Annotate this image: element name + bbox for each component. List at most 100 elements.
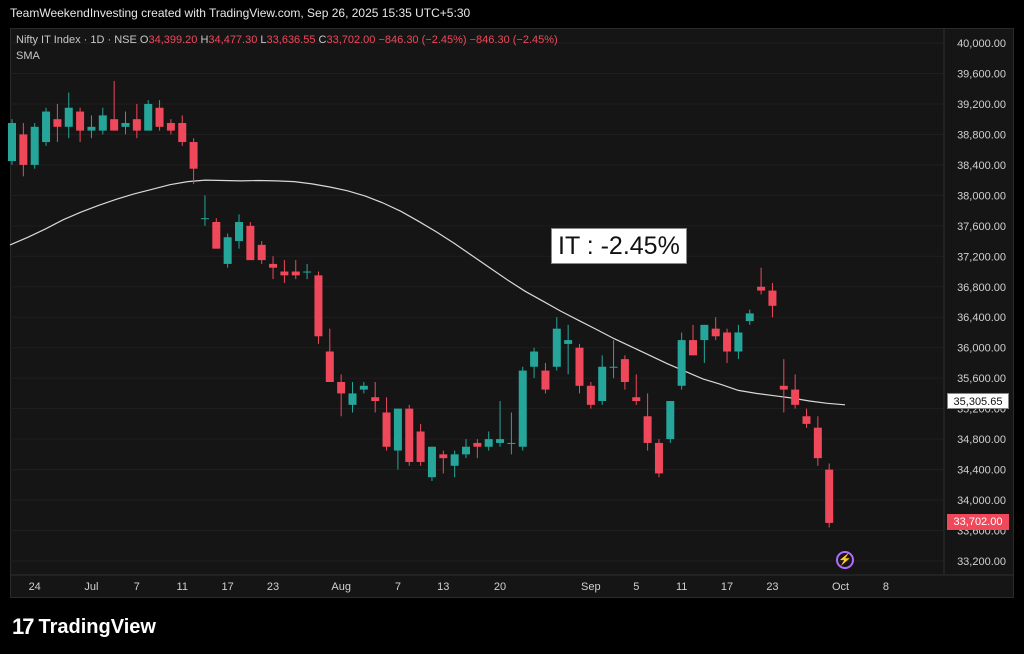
candle-body bbox=[768, 290, 777, 306]
candle-body bbox=[303, 271, 312, 273]
candle-body bbox=[121, 122, 130, 127]
candle-down bbox=[166, 119, 175, 135]
candle-body bbox=[518, 370, 527, 447]
candle-body bbox=[19, 134, 28, 165]
legend-open: 34,399.20 bbox=[148, 34, 198, 46]
candle-down bbox=[439, 450, 448, 474]
candle-body bbox=[620, 359, 629, 382]
candle-up bbox=[484, 431, 493, 451]
candle-body bbox=[348, 393, 357, 405]
candle-body bbox=[507, 442, 516, 444]
candle-up bbox=[359, 381, 368, 394]
x-tick-label: 5 bbox=[633, 581, 639, 593]
y-tick-label: 39,200.00 bbox=[957, 99, 1006, 111]
sma-indicator-label[interactable]: SMA bbox=[16, 50, 40, 62]
y-tick-label: 40,000.00 bbox=[957, 38, 1006, 50]
candle-body bbox=[189, 142, 198, 169]
candle-down bbox=[473, 439, 482, 459]
candle-body bbox=[393, 408, 402, 451]
y-tick-label: 34,800.00 bbox=[957, 434, 1006, 446]
chart-legend: Nifty IT Index · 1D · NSE O34,399.20 H34… bbox=[16, 34, 558, 46]
candle-down bbox=[620, 355, 629, 390]
candle-body bbox=[439, 454, 448, 459]
candle-body bbox=[654, 442, 663, 474]
x-tick-label: 23 bbox=[267, 581, 279, 593]
candle-up bbox=[64, 92, 73, 139]
candle-up bbox=[200, 195, 209, 226]
candle-body bbox=[813, 427, 822, 459]
candle-down bbox=[711, 317, 720, 341]
legend-change-repeat: −846.30 (−2.45%) bbox=[469, 34, 558, 46]
candle-body bbox=[30, 126, 39, 165]
tradingview-mark-icon: 17 bbox=[12, 614, 35, 639]
y-tick-label: 36,400.00 bbox=[957, 312, 1006, 324]
candle-body bbox=[745, 313, 754, 322]
candle-body bbox=[575, 347, 584, 386]
tradingview-logo: 17 TradingView bbox=[12, 614, 156, 640]
candle-down bbox=[155, 100, 164, 131]
y-tick-label: 39,600.00 bbox=[957, 68, 1006, 80]
candle-body bbox=[564, 340, 573, 344]
candle-up bbox=[552, 317, 561, 371]
candle-up bbox=[30, 122, 39, 169]
candle-body bbox=[291, 271, 300, 276]
x-tick-label: Oct bbox=[832, 581, 849, 593]
x-tick-label: 17 bbox=[721, 581, 733, 593]
y-tick-label: 38,800.00 bbox=[957, 129, 1006, 141]
candle-body bbox=[791, 389, 800, 405]
chart-panel[interactable] bbox=[10, 28, 1014, 598]
x-tick-label: 13 bbox=[437, 581, 449, 593]
candle-down bbox=[337, 374, 346, 417]
candle-down bbox=[314, 271, 323, 344]
candle-body bbox=[371, 397, 380, 402]
candle-down bbox=[269, 256, 278, 280]
legend-close: 33,702.00 bbox=[326, 34, 376, 46]
candle-up bbox=[677, 332, 686, 390]
candle-down bbox=[132, 103, 141, 139]
x-tick-label: 23 bbox=[766, 581, 778, 593]
candle-up bbox=[8, 119, 16, 165]
candle-down bbox=[110, 81, 119, 131]
candle-body bbox=[98, 115, 107, 131]
y-tick-label: 37,200.00 bbox=[957, 251, 1006, 263]
time-axis: 24 Jul 7 11 17 23 Aug 7 13 20 Sep 5 11 17 23 Oct 8 bbox=[10, 574, 1014, 593]
candle-body bbox=[337, 381, 346, 394]
candle-down bbox=[541, 362, 550, 394]
candle-body bbox=[235, 222, 243, 242]
candle-down bbox=[802, 408, 811, 428]
candle-body bbox=[677, 340, 686, 386]
candle-body bbox=[825, 469, 834, 523]
candle-up bbox=[462, 439, 470, 459]
lightning-icon[interactable]: ⚡ bbox=[836, 551, 854, 569]
legend-change: −846.30 (−2.45%) bbox=[378, 34, 467, 46]
candle-body bbox=[689, 340, 697, 356]
x-tick-label: 24 bbox=[29, 581, 41, 593]
candle-body bbox=[246, 225, 255, 261]
legend-low-label: L bbox=[260, 34, 267, 46]
candle-down bbox=[405, 404, 414, 466]
candle-body bbox=[711, 328, 720, 337]
legend-close-label: C bbox=[318, 34, 327, 46]
x-tick-label: Aug bbox=[331, 581, 351, 593]
candle-body bbox=[462, 446, 470, 455]
candle-body bbox=[144, 103, 153, 131]
candle-up bbox=[144, 100, 153, 131]
candle-body bbox=[473, 442, 482, 447]
price-axis: 40,000.00 39,600.00 39,200.00 38,800.00 38,4… bbox=[943, 28, 1006, 575]
candle-up bbox=[507, 412, 516, 455]
grid-lines bbox=[10, 42, 944, 562]
candle-down bbox=[768, 282, 777, 318]
candle-body bbox=[723, 332, 732, 352]
y-tick-label: 38,400.00 bbox=[957, 160, 1006, 172]
candle-down bbox=[76, 107, 85, 143]
candle-body bbox=[132, 119, 141, 131]
candle-body bbox=[609, 366, 618, 368]
tradingview-wordmark: TradingView bbox=[38, 615, 156, 638]
candle-up bbox=[734, 324, 743, 360]
candle-down bbox=[813, 416, 822, 466]
candle-down bbox=[19, 122, 28, 177]
candle-body bbox=[42, 111, 51, 143]
candle-body bbox=[450, 454, 459, 466]
candle-body bbox=[212, 222, 221, 249]
